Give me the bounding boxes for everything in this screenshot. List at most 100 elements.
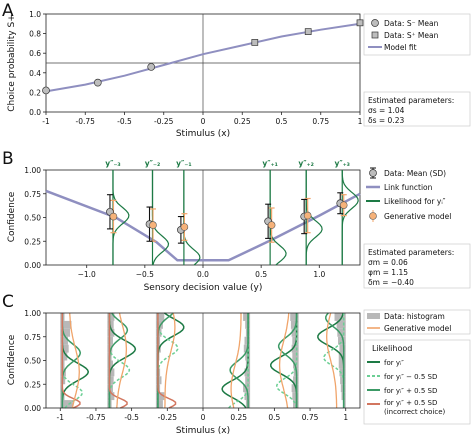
y-tick-label-c: 0.25 — [24, 380, 41, 389]
likelihood-curve — [269, 170, 287, 266]
params-a-line-0: σs = 1.04 — [368, 106, 405, 115]
histogram-bar — [155, 400, 163, 408]
generative-model-point — [180, 223, 189, 231]
params-b-title: Estimated parameters: — [368, 248, 454, 257]
likelihood-curve — [183, 170, 201, 266]
legend-square-marker — [371, 31, 379, 39]
panel-b-xlabel: Sensory decision value (y) — [144, 283, 263, 293]
histogram-bar — [334, 313, 346, 321]
histogram-bar — [155, 313, 165, 321]
histogram-bar — [155, 320, 163, 329]
y-tick-label-b: 0.00 — [24, 261, 41, 270]
legend-b-item-3: Generative model — [384, 212, 451, 221]
panel-a-params-box: Estimated parameters: σs = 1.04 δs = 0.2… — [363, 91, 471, 127]
generative-model-point — [339, 201, 348, 209]
y-tick-label-b: 0.25 — [24, 237, 41, 246]
top-label-y: y″₊₃ — [334, 159, 349, 168]
panel-a-legend-frame — [363, 13, 471, 56]
histogram-bar — [290, 320, 299, 329]
histogram-bar — [155, 376, 162, 385]
y-tick-label-a: 0.8 — [29, 30, 41, 39]
legend2-item-3-line-0: for yᵢ″ + 0.5 SD — [384, 399, 437, 407]
panel-a-xlabel: Stimulus (x) — [176, 129, 230, 139]
generative-model-point — [109, 212, 118, 221]
likelihood-curve — [112, 170, 130, 265]
histogram-bar — [60, 400, 73, 408]
top-label-y: y″₊₁ — [262, 159, 277, 168]
likelihood-curve-plus — [229, 313, 249, 408]
legend2-item-1: for yᵢ″ − 0.5 SD — [384, 373, 437, 381]
histogram-bar — [107, 376, 114, 385]
x-tick-label-c: -0.75 — [86, 413, 106, 422]
panel-letter-c: C — [2, 292, 14, 312]
histogram-bar — [292, 392, 299, 401]
legend-b-item-0: Data: Mean (SD) — [384, 169, 446, 178]
histogram-bar — [291, 344, 299, 353]
panel-c-ylabel: Confidence — [7, 334, 17, 385]
y-tick-label-a: 0.6 — [29, 49, 41, 58]
legend-a-item-0: Data: S⁻ Mean — [384, 19, 439, 28]
histogram-bar — [107, 360, 113, 369]
legend-a-item-2: Model fit — [384, 43, 417, 52]
x-tick-label-b: −0.5 — [136, 270, 154, 279]
generative-model-point — [149, 221, 157, 229]
top-label-y: y″₋₂ — [145, 159, 160, 168]
histogram-bar — [107, 328, 115, 337]
params-a-line-1: δs = 0.23 — [368, 116, 404, 125]
x-tick-label-c: -0.5 — [124, 413, 139, 422]
legend-b-item-1: Link function — [384, 183, 433, 192]
x-tick-label-c: 1 — [343, 413, 348, 422]
x-tick-label-a: 0.75 — [312, 117, 329, 126]
panel-letter-a: A — [2, 1, 14, 21]
histogram-bar — [338, 336, 346, 345]
x-tick-label-a: -0.5 — [117, 117, 132, 126]
histogram-bar — [339, 368, 346, 377]
top-label-y: y″₋₁ — [176, 159, 191, 168]
x-tick-label-b: 0.0 — [197, 270, 209, 279]
legend2-item-0: for yᵢ″ — [384, 359, 404, 367]
y-tick-label-a: 0.4 — [29, 69, 41, 78]
generative-model-curve — [116, 312, 128, 409]
x-tick-label-a: 0 — [201, 117, 206, 126]
histogram-bar — [292, 352, 299, 361]
legend2-item-3-line-1: (incorrect choice) — [384, 408, 446, 416]
legend-c-item-0: Data: histogram — [384, 312, 445, 321]
x-tick-label-a: 1 — [358, 117, 363, 126]
data-point-s-minus — [93, 78, 102, 87]
panel-b: −1.0 −0.5 0.0 0.5 1.0 0.00 0.25 0.50 0.75 1.00 y″… — [7, 159, 471, 293]
panel-a-legend: Data: S⁻ Mean Data: S⁺ Mean Model fit — [363, 13, 471, 56]
generative-model-point — [267, 221, 276, 229]
data-point-s-plus — [356, 19, 364, 27]
generative-model-curve — [164, 312, 176, 408]
histogram-bar — [155, 392, 165, 401]
legend2-item-3: for yᵢ″ + 0.5 SD (incorrect choice) — [384, 399, 446, 416]
panel-c: -1 -0.75 -0.5 -0.25 0 0.25 0.5 0.75 1 0.00 0.25 0.5… — [7, 309, 471, 436]
data-point-s-minus — [42, 86, 50, 95]
x-tick-label-b: 1.0 — [313, 270, 325, 279]
params-b-line-1: φm = 1.15 — [368, 268, 408, 277]
link-function-line — [45, 189, 361, 262]
y-tick-label-a: 0.2 — [29, 88, 41, 97]
legend2-title: Likelihood — [372, 344, 412, 353]
top-label-y: y″₋₃ — [105, 159, 120, 168]
legend2-item-2: for yᵢ″ + 0.5 SD — [384, 387, 437, 395]
x-tick-label-a: 0.5 — [276, 117, 288, 126]
legend-hist-patch — [367, 313, 380, 319]
histogram-bar — [60, 352, 68, 361]
x-tick-label-b: 0.5 — [255, 270, 267, 279]
likelihood-curve-incorrect — [108, 313, 128, 409]
x-tick-label-a: -0.25 — [154, 117, 174, 126]
y-tick-label-c: 1.00 — [24, 309, 41, 318]
data-point-s-plus — [251, 39, 259, 46]
histogram-bar — [60, 336, 68, 345]
params-b-line-0: σm = 0.06 — [368, 258, 408, 267]
legend-circle-marker — [371, 19, 379, 27]
likelihood-curve-plus — [325, 312, 345, 408]
panel-b-params-frame — [363, 243, 471, 289]
panel-b-params-box: Estimated parameters: σm = 0.06 φm = 1.1… — [363, 243, 471, 289]
x-tick-label-c: 0.75 — [302, 413, 319, 422]
histogram-bar — [290, 313, 299, 321]
params-a-title: Estimated parameters: — [368, 96, 454, 105]
x-tick-label-c: -0.25 — [158, 413, 178, 422]
